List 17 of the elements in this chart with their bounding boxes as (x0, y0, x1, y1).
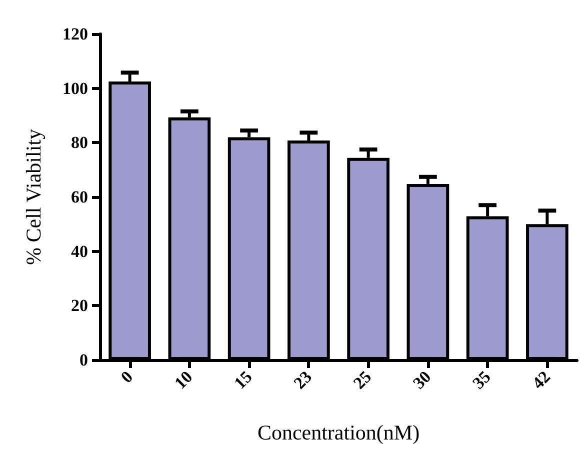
x-tick-label: 0 (117, 367, 137, 387)
y-tick-label: 40 (71, 242, 88, 261)
x-tick-label: 25 (350, 367, 376, 393)
x-tick-label: 42 (528, 367, 554, 393)
x-tick-label: 35 (468, 367, 494, 393)
y-tick-label: 0 (80, 350, 88, 370)
x-tick-label: 30 (409, 367, 435, 393)
y-tick-label: 20 (71, 296, 88, 316)
x-tick-label: 15 (230, 367, 256, 393)
x-tick-label: 10 (170, 367, 196, 393)
x-tick-label: 23 (290, 367, 316, 393)
y-axis-title: % Cell Viability (22, 128, 46, 266)
x-axis-title: Concentration(nM) (257, 420, 420, 444)
y-tick-label: 60 (71, 188, 88, 206)
y-tick-label: 120 (62, 24, 88, 44)
y-tick-label: 80 (71, 133, 88, 152)
y-tick-label: 100 (62, 78, 88, 98)
